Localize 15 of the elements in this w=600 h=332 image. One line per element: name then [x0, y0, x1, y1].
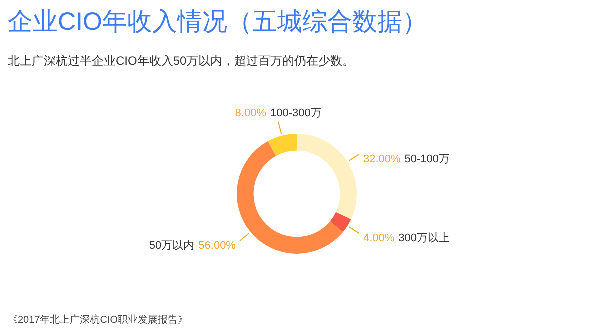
donut-slice [297, 134, 357, 220]
donut-slice [268, 134, 297, 156]
data-label: 4.00% [363, 232, 395, 245]
data-label: 8.00% [235, 107, 267, 120]
slice-label: 300万以上 [398, 232, 450, 245]
donut-slice [237, 141, 344, 254]
chart-subtitle: 北上广深杭过半企业CIO年收入50万以内，超过百万的仍在少数。 [8, 54, 355, 68]
donut-slice [330, 212, 352, 232]
slice-label: 50-100万 [404, 153, 450, 166]
text: 《2017年北上广深杭CIO职业发展报告》 [8, 314, 188, 326]
chart-title: 企业CIO年收入情况（五城综合数据） [8, 8, 428, 36]
data-label: 56.00% [198, 240, 236, 252]
slice-label: 100-300万 [270, 107, 322, 120]
data-label: 32.00% [363, 153, 402, 166]
slice-label: 50万以内 [149, 239, 195, 252]
